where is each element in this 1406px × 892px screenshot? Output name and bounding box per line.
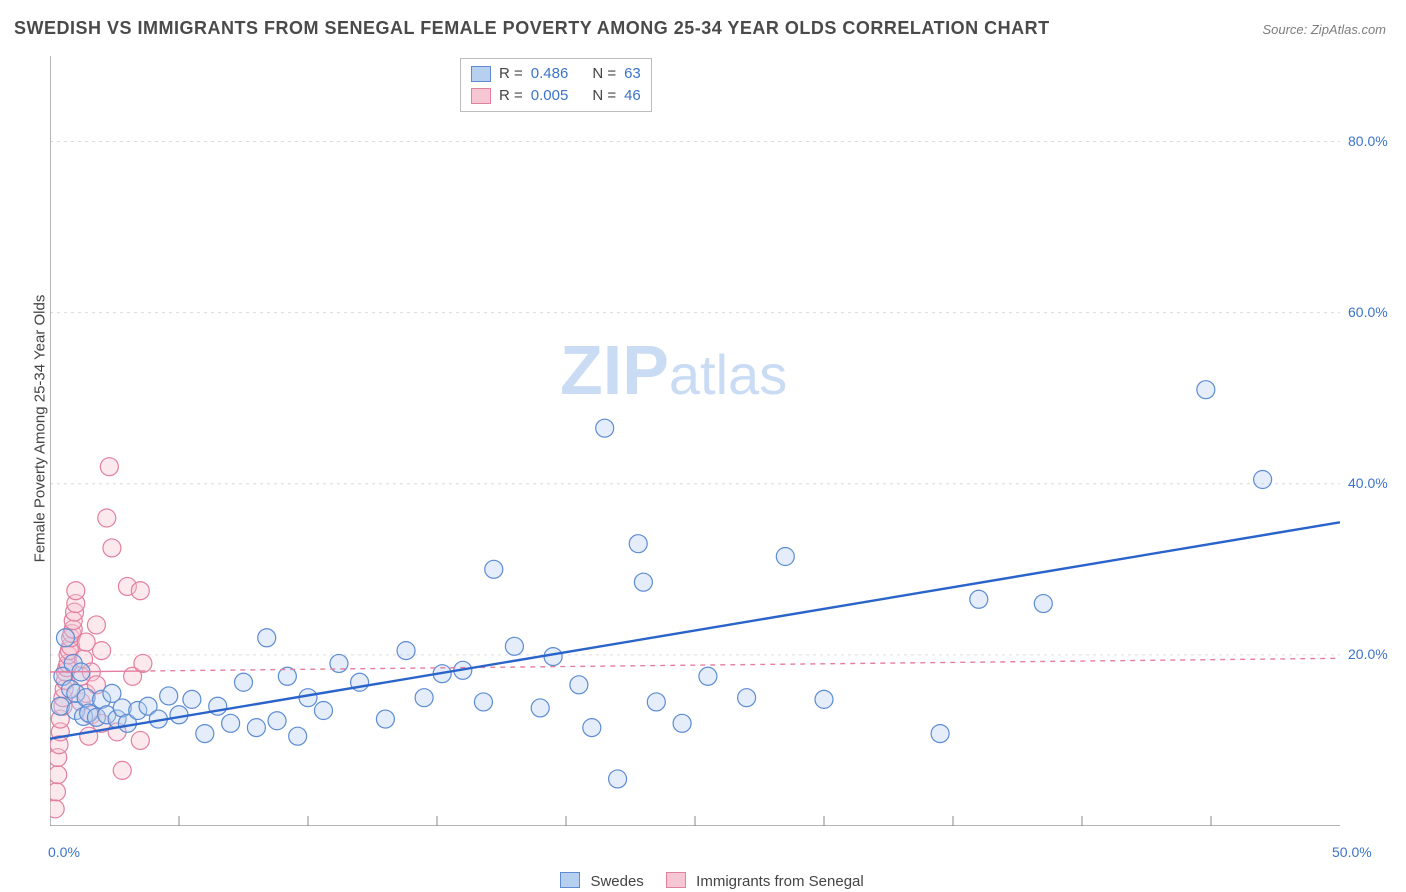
legend-r-label: R = xyxy=(499,63,523,85)
chart-svg xyxy=(50,56,1340,826)
legend-swatch-swedes xyxy=(471,66,491,82)
legend-row-senegal: R = 0.005 N = 46 xyxy=(471,85,641,107)
y-tick-label: 60.0% xyxy=(1348,304,1388,320)
y-tick-label: 20.0% xyxy=(1348,646,1388,662)
y-axis-label: Female Poverty Among 25-34 Year Olds xyxy=(32,269,49,589)
legend-swatch-senegal xyxy=(666,872,686,888)
x-axis-min-label: 0.0% xyxy=(48,844,80,860)
correlation-legend: R = 0.486 N = 63 R = 0.005 N = 46 xyxy=(460,58,652,112)
legend-n-value-swedes: 63 xyxy=(624,63,641,85)
y-tick-label: 40.0% xyxy=(1348,475,1388,491)
chart-plot-area xyxy=(50,56,1340,826)
series-legend: Swedes Immigrants from Senegal xyxy=(0,872,1406,890)
x-axis-max-label: 50.0% xyxy=(1332,844,1372,860)
legend-label-senegal: Immigrants from Senegal xyxy=(696,873,864,890)
legend-n-label: N = xyxy=(592,85,616,107)
chart-title: SWEDISH VS IMMIGRANTS FROM SENEGAL FEMAL… xyxy=(14,18,1050,39)
source-attribution: Source: ZipAtlas.com xyxy=(1262,22,1386,37)
legend-row-swedes: R = 0.486 N = 63 xyxy=(471,63,641,85)
legend-swatch-swedes xyxy=(560,872,580,888)
legend-swatch-senegal xyxy=(471,88,491,104)
legend-n-value-senegal: 46 xyxy=(624,85,641,107)
legend-r-value-swedes: 0.486 xyxy=(531,63,569,85)
y-tick-label: 80.0% xyxy=(1348,133,1388,149)
legend-r-value-senegal: 0.005 xyxy=(531,85,569,107)
legend-r-label: R = xyxy=(499,85,523,107)
legend-n-label: N = xyxy=(592,63,616,85)
legend-label-swedes: Swedes xyxy=(590,873,643,890)
